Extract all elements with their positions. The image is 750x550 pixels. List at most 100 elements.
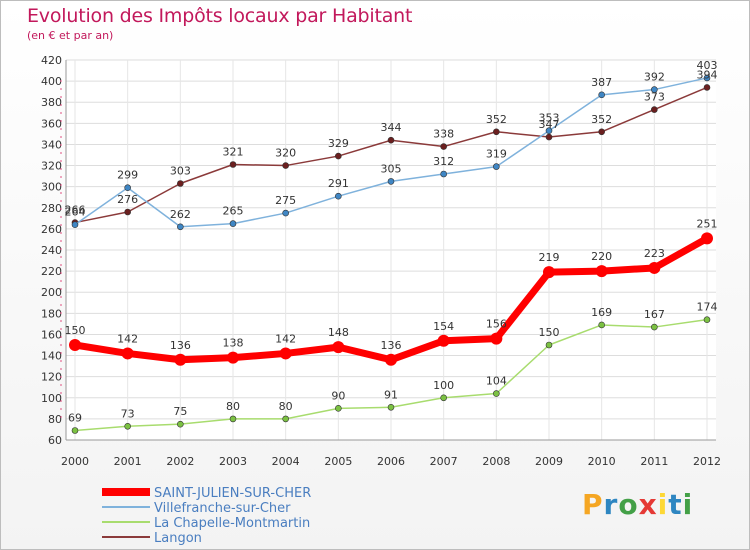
- grid-lines: [66, 59, 716, 441]
- chart-subtitle: (en € et par an): [27, 29, 114, 42]
- series-lines: [69, 74, 713, 434]
- data-label: 80: [226, 400, 240, 413]
- data-label: 387: [591, 76, 612, 89]
- data-label: 266: [65, 204, 86, 217]
- x-tick-label: 2005: [324, 455, 352, 468]
- data-label: 392: [644, 71, 665, 84]
- data-label: 321: [223, 146, 244, 159]
- chart-title: Evolution des Impôts locaux par Habitant: [27, 5, 413, 27]
- y-tick-label: 100: [41, 392, 62, 405]
- data-point: [174, 353, 187, 366]
- data-label: 220: [591, 250, 612, 263]
- x-tick-label: 2000: [61, 455, 89, 468]
- data-point: [598, 321, 605, 329]
- data-point: [282, 209, 289, 217]
- data-label: 148: [328, 326, 349, 339]
- logo-letter: x: [638, 488, 658, 521]
- logo-letter: r: [603, 488, 619, 521]
- data-label: 403: [697, 59, 718, 72]
- data-label: 303: [170, 165, 191, 178]
- data-point: [335, 405, 342, 412]
- x-tick-label: 2011: [640, 455, 668, 468]
- data-label: 169: [591, 306, 612, 319]
- data-labels: 150 142 136 138 142 148 136 154 156 219 220 223 251 2…: [65, 59, 718, 425]
- data-label: 136: [170, 339, 191, 352]
- legend-label: La Chapelle-Montmartin: [154, 516, 310, 531]
- data-label: 80: [279, 400, 293, 413]
- y-tick-label: 140: [41, 350, 62, 363]
- data-label: 320: [275, 147, 296, 160]
- x-tick-label: 2008: [482, 455, 510, 468]
- x-tick-label: 2012: [693, 455, 721, 468]
- data-point: [440, 143, 447, 150]
- data-point: [124, 208, 131, 216]
- y-tick-label: 400: [41, 75, 62, 88]
- data-point: [648, 261, 661, 274]
- data-label: 353: [539, 112, 560, 125]
- data-point: [651, 86, 658, 93]
- data-point: [595, 265, 608, 278]
- data-label: 394: [697, 68, 718, 81]
- y-tick-label: 280: [41, 202, 62, 215]
- y-tick-label: 320: [41, 160, 62, 173]
- data-point: [279, 347, 292, 360]
- data-label: 136: [381, 339, 402, 352]
- data-label: 276: [117, 193, 138, 206]
- logo-letter: o: [618, 488, 639, 521]
- data-label: 150: [65, 324, 86, 337]
- y-tick-label: 340: [41, 138, 62, 151]
- data-point: [282, 415, 289, 423]
- x-tick-label: 2010: [588, 455, 616, 468]
- data-label: 373: [644, 91, 665, 104]
- data-label: 90: [331, 389, 345, 402]
- data-point: [545, 133, 553, 141]
- data-point: [177, 180, 184, 187]
- data-point: [227, 351, 239, 364]
- data-label: 299: [117, 169, 138, 182]
- data-point: [651, 323, 658, 331]
- data-label: 352: [486, 113, 507, 126]
- data-label: 291: [328, 177, 349, 190]
- data-point: [543, 266, 555, 279]
- legend-label: SAINT-JULIEN-SUR-CHER: [154, 486, 311, 501]
- data-point: [69, 339, 81, 351]
- data-label: 329: [328, 137, 349, 150]
- logo-letter: i: [657, 488, 669, 521]
- data-point: [493, 163, 500, 170]
- data-label: 223: [644, 247, 665, 260]
- logo-letter: t: [668, 488, 683, 521]
- data-label: 73: [121, 407, 135, 420]
- y-tick-label: 80: [48, 413, 62, 426]
- data-point: [598, 91, 605, 99]
- data-label: 75: [173, 405, 187, 418]
- data-point: [701, 232, 713, 245]
- data-point: [651, 106, 658, 113]
- y-tick-label: 60: [48, 434, 62, 447]
- data-label: 142: [117, 332, 138, 345]
- data-point: [703, 74, 711, 82]
- axes: 60 80 100 120 140 160 180 200 220 240 260 280 300 320…: [41, 54, 721, 468]
- x-tick-label: 2006: [377, 455, 405, 468]
- data-point: [490, 332, 503, 345]
- data-label: 347: [539, 118, 560, 131]
- data-point: [332, 341, 345, 354]
- data-label: 262: [170, 208, 191, 221]
- data-point: [598, 128, 605, 136]
- data-point: [440, 394, 447, 402]
- data-point: [177, 420, 184, 428]
- data-point: [124, 422, 131, 430]
- y-tick-label: 360: [41, 117, 62, 130]
- data-label: 344: [381, 121, 402, 134]
- logo-letter: i: [682, 488, 694, 521]
- data-label: 312: [433, 155, 454, 168]
- y-tick-label: 240: [41, 244, 62, 257]
- data-point: [493, 128, 500, 136]
- x-tick-label: 2007: [430, 455, 458, 468]
- data-point: [703, 84, 711, 91]
- data-point: [229, 161, 237, 168]
- y-tick-label: 380: [41, 96, 62, 109]
- data-point: [229, 220, 237, 227]
- data-label: 265: [223, 205, 244, 218]
- data-label: 156: [486, 318, 507, 331]
